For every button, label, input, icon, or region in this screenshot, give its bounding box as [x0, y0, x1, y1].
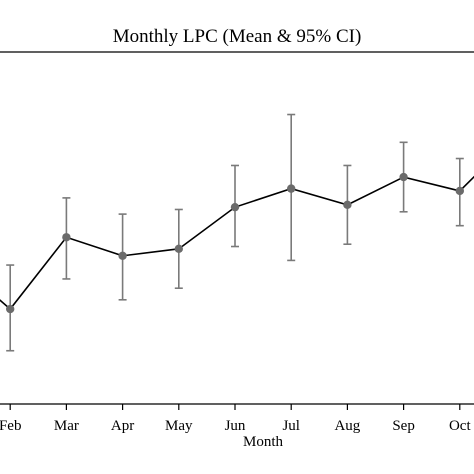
- chart-title: Monthly LPC (Mean & 95% CI): [113, 26, 362, 47]
- mean-point-apr: [118, 251, 127, 260]
- mean-point-may: [174, 244, 183, 254]
- mean-point-mar: [62, 233, 71, 242]
- x-tick-label-oct: Oct: [449, 418, 471, 434]
- x-tick-label-sep: Sep: [392, 418, 415, 434]
- mean-point-oct: [455, 186, 464, 196]
- mean-point-sep: [399, 172, 408, 182]
- x-tick-label-jun: Jun: [225, 418, 246, 434]
- x-tick-label-aug: Aug: [334, 418, 360, 434]
- mean-point-jun: [230, 202, 240, 212]
- x-axis-label: Month: [243, 434, 284, 450]
- mean-point-aug: [343, 200, 352, 210]
- x-tick-label-may: May: [165, 418, 193, 434]
- x-tick-label-feb: Feb: [0, 418, 21, 434]
- x-tick-label-apr: Apr: [111, 418, 134, 434]
- x-tick-label-mar: Mar: [54, 418, 79, 434]
- mean-point-jul: [287, 184, 296, 193]
- x-tick-label-jul: Jul: [282, 418, 300, 434]
- mean-point-feb: [6, 304, 15, 314]
